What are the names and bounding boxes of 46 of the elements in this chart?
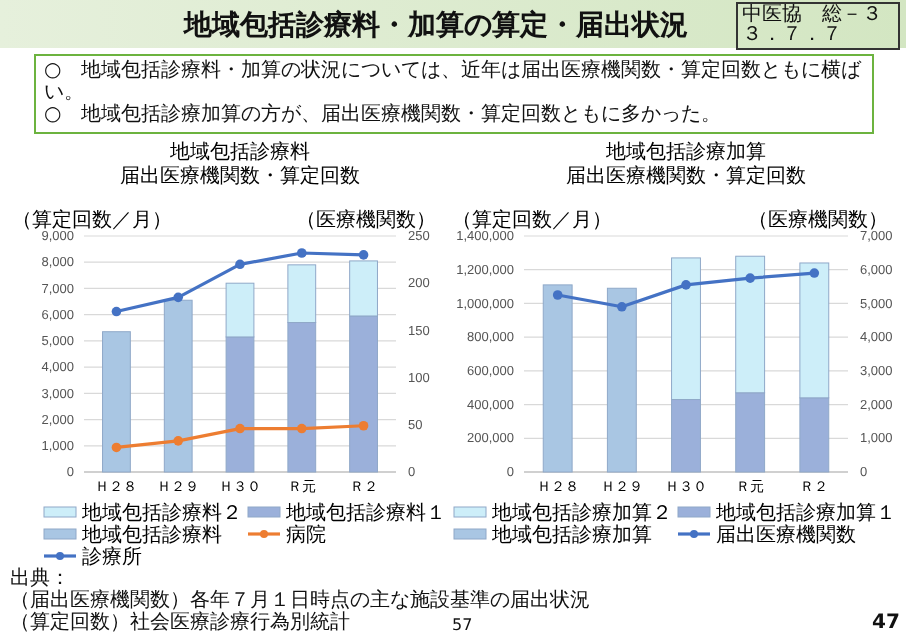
text: ○ 地域包括診療加算の方が、届出医療機関数・算定回数ともに多かった。 [44,104,722,126]
y-axis-title: （算定回数／月） [452,208,612,232]
chart-subtitle: 届出医療機関数・算定回数 [120,164,360,188]
text: ３．７．７ [742,24,842,46]
point [296,423,307,434]
text: ○ 地域包括診療料・加算の状況については、近年は届出医療機関数・算定回数ともに横ばい。 [44,60,864,104]
bar [102,331,131,473]
text: 57 [452,616,473,636]
text: 47 [872,612,900,636]
point [296,248,307,258]
point [552,290,563,300]
chart-title: 地域包括診療加算 [604,140,766,164]
point [617,302,627,312]
legend-label: 地域包括診療加算 [490,523,652,547]
chart-subtitle: 届出医療機関数・算定回数 [566,164,806,188]
source-note: 出典： [10,568,70,590]
legend-label: 地域包括診療料 [80,523,222,547]
chart-title: 地域包括診療料 [168,140,310,164]
point [173,292,184,303]
text: 地域包括診療料・加算の算定・届出状況 [184,10,688,42]
bar [606,287,637,473]
point [235,259,245,270]
legend-label: 届出医療機関数 [716,523,856,547]
point [358,250,369,260]
legend-label: 地域包括診療加算２ [490,501,672,525]
text: （算定回数）社会医療診療行為別統計 [10,612,350,634]
y2-axis-title: （医療機関数） [296,208,436,232]
text: （届出医療機関数）各年７月１日時点の主な施設基準の届出状況 [10,590,590,612]
point [809,268,820,278]
legend-label: 地域包括診療料１ [284,501,446,525]
legend-label: 地域包括診療料２ [80,501,242,525]
point [358,420,369,431]
point [173,436,184,446]
y2-axis-title: （医療機関数） [748,208,888,232]
bar [163,299,193,473]
point [745,273,755,283]
point [111,306,122,317]
legend-label: 地域包括診療加算１ [714,501,896,525]
point [235,423,245,434]
point [111,442,122,453]
bar [542,284,573,473]
legend-label: 病院 [286,523,326,547]
y-axis-title: （算定回数／月） [12,208,172,232]
point [681,280,691,290]
legend-label: 診療所 [82,545,142,569]
text: 中医協 総－３ [742,4,882,26]
